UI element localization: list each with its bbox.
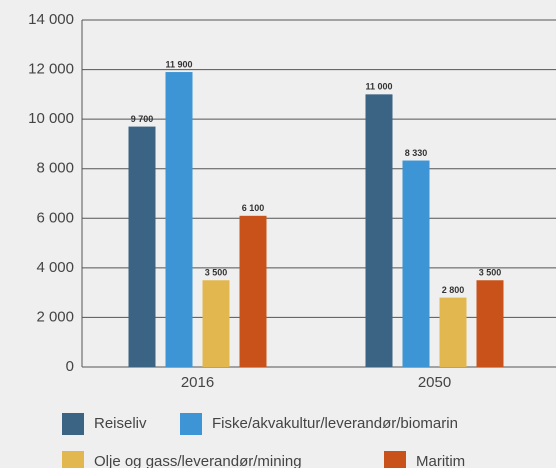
legend-label: Fiske/akvakultur/leverandør/biomarin bbox=[212, 415, 458, 432]
bar bbox=[239, 215, 267, 367]
legend-swatch bbox=[384, 451, 406, 468]
bar bbox=[476, 280, 504, 367]
legend-label: Maritim bbox=[416, 453, 465, 468]
legend-label: Reiseliv bbox=[94, 415, 147, 432]
value-label: 3 500 bbox=[205, 268, 228, 278]
y-tick-label: 0 bbox=[66, 358, 74, 375]
value-label: 9 700 bbox=[131, 114, 154, 124]
y-tick-label: 6 000 bbox=[36, 209, 74, 226]
bar bbox=[439, 297, 467, 367]
y-tick-label: 4 000 bbox=[36, 259, 74, 276]
legend-swatch bbox=[62, 413, 84, 435]
legend-swatch bbox=[62, 451, 84, 468]
bar bbox=[365, 94, 393, 367]
value-label: 3 500 bbox=[479, 268, 502, 278]
value-label: 8 330 bbox=[405, 148, 428, 158]
y-tick-label: 12 000 bbox=[28, 61, 74, 78]
bar bbox=[128, 126, 156, 367]
value-label: 6 100 bbox=[242, 203, 265, 213]
y-tick-label: 2 000 bbox=[36, 308, 74, 325]
value-label: 11 000 bbox=[365, 82, 392, 92]
x-tick-label: 2050 bbox=[418, 374, 451, 391]
value-label: 11 900 bbox=[165, 59, 192, 69]
y-tick-label: 14 000 bbox=[28, 11, 74, 28]
bar bbox=[202, 280, 230, 367]
legend-label: Olje og gass/leverandør/mining bbox=[94, 453, 302, 468]
legend-swatch bbox=[180, 413, 202, 435]
y-tick-label: 10 000 bbox=[28, 110, 74, 127]
bar bbox=[402, 160, 430, 367]
x-tick-label: 2016 bbox=[181, 374, 214, 391]
y-tick-label: 8 000 bbox=[36, 160, 74, 177]
value-label: 2 800 bbox=[442, 285, 465, 295]
bar bbox=[165, 72, 193, 368]
